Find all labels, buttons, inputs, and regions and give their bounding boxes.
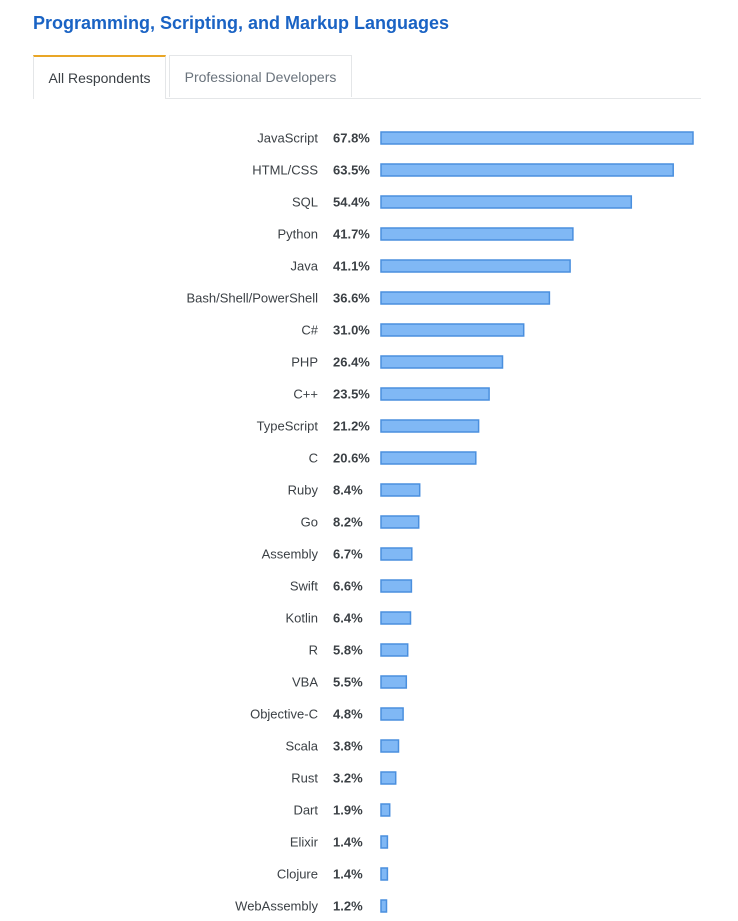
category-label: R [309,643,318,658]
value-label: 63.5% [333,163,370,178]
value-label: 54.4% [333,195,370,210]
category-label: Scala [285,739,318,754]
value-label: 41.7% [333,227,370,242]
value-label: 31.0% [333,323,370,338]
value-label: 3.2% [333,771,363,786]
value-label: 1.4% [333,835,363,850]
category-label: TypeScript [257,419,319,434]
category-label: Go [301,515,318,530]
bar [380,771,397,785]
category-label: VBA [292,675,318,690]
bar [380,803,391,817]
category-label: HTML/CSS [252,163,318,178]
category-label: Objective-C [250,707,318,722]
category-label: Ruby [288,483,319,498]
value-label: 23.5% [333,387,370,402]
value-label: 20.6% [333,451,370,466]
bar [380,739,400,753]
bar [380,291,551,305]
bar [380,835,389,849]
bar [380,643,409,657]
value-label: 6.7% [333,547,363,562]
value-label: 6.4% [333,611,363,626]
value-label: 67.8% [333,131,370,146]
bar [380,387,490,401]
value-label: 8.2% [333,515,363,530]
bar [380,483,421,497]
bar [380,707,404,721]
category-label: C++ [293,387,318,402]
value-label: 1.9% [333,803,363,818]
bar [380,867,389,881]
bar [380,227,574,241]
bar [380,547,413,561]
bar [380,323,525,337]
category-label: Rust [291,771,318,786]
bar [380,451,477,465]
bar [380,131,694,145]
bar [380,675,408,689]
chart-title: Programming, Scripting, and Markup Langu… [33,13,450,33]
bar [380,579,413,593]
category-label: WebAssembly [235,899,318,914]
category-label: Java [291,259,319,274]
bar [380,419,480,433]
tab-all-respondents[interactable]: All Respondents [33,55,166,99]
category-label: Clojure [277,867,318,882]
bar [380,899,388,913]
category-label: Kotlin [285,611,318,626]
tab-professional-developers[interactable]: Professional Developers [169,55,352,97]
category-label: Dart [293,803,318,818]
bar [380,195,633,209]
value-label: 5.5% [333,675,363,690]
bar [380,163,674,177]
category-label: Python [278,227,318,242]
category-label: Assembly [262,547,319,562]
value-label: 21.2% [333,419,370,434]
category-label: JavaScript [257,131,318,146]
category-label: PHP [291,355,318,370]
category-label: C# [301,323,318,338]
value-label: 6.6% [333,579,363,594]
value-label: 4.8% [333,707,363,722]
bar [380,355,504,369]
bar [380,259,571,273]
value-label: 1.2% [333,899,363,914]
tab-bar: All Respondents Professional Developers [33,55,701,99]
bar [380,611,412,625]
category-label: Swift [290,579,319,594]
category-label: C [309,451,318,466]
value-label: 41.1% [333,259,370,274]
category-label: SQL [292,195,318,210]
value-label: 8.4% [333,483,363,498]
category-label: Elixir [290,835,319,850]
category-label: Bash/Shell/PowerShell [186,291,318,306]
value-label: 3.8% [333,739,363,754]
value-label: 36.6% [333,291,370,306]
bar [380,515,420,529]
value-label: 1.4% [333,867,363,882]
value-label: 26.4% [333,355,370,370]
value-label: 5.8% [333,643,363,658]
